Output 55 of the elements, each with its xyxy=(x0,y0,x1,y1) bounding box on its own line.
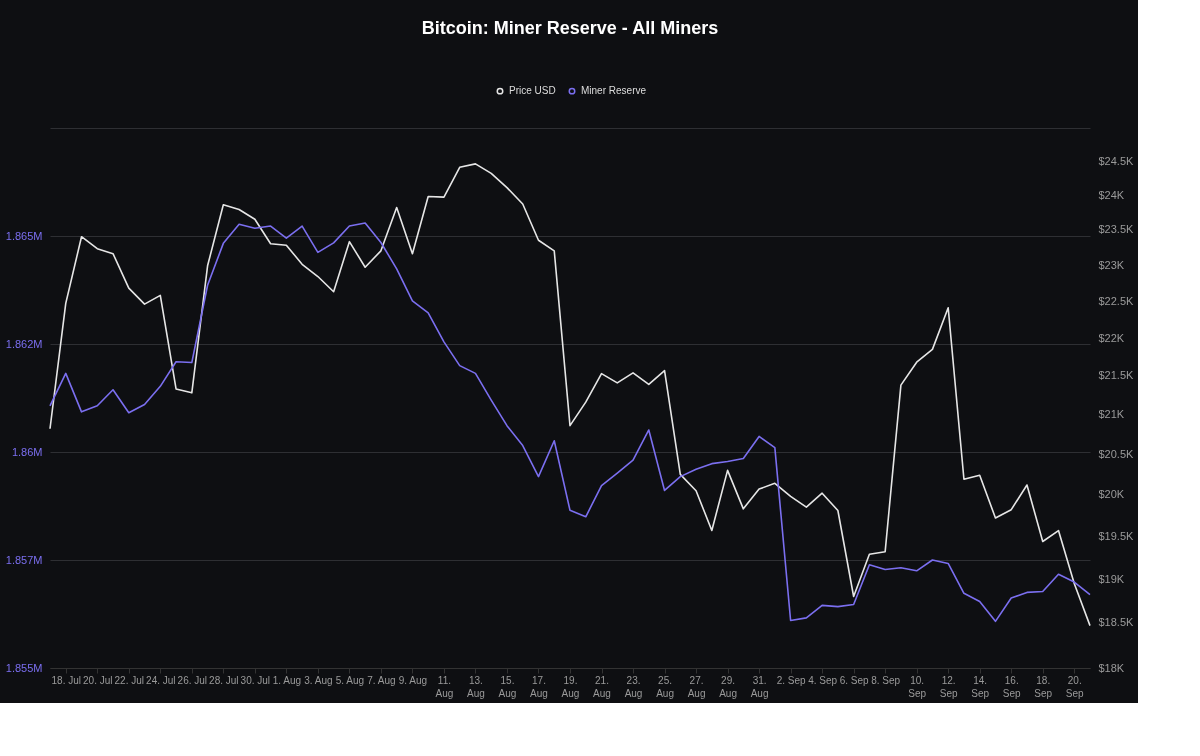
x-tick-label: 5. Aug xyxy=(335,674,365,686)
legend-label: Miner Reserve xyxy=(581,85,647,97)
y-tick-label: 1.855M xyxy=(5,661,43,674)
x-tick-label: 4. Sep xyxy=(808,674,838,686)
x-tick-label: 25. Aug xyxy=(656,674,674,699)
x-tick-label: 22. Jul xyxy=(114,674,145,686)
y2-tick-label: $21.5K xyxy=(1098,369,1135,382)
y2-tick-label: $22.5K xyxy=(1098,294,1135,307)
legend-label: Price USD xyxy=(509,85,556,97)
x-tick-label: 19. Aug xyxy=(561,674,580,699)
x-tick-label: 27. Aug xyxy=(687,674,706,699)
x-tick-label: 18. Sep xyxy=(1034,674,1053,699)
y2-tick-label: $18K xyxy=(1098,661,1125,674)
x-tick-label: 3. Aug xyxy=(304,674,333,686)
x-tick-label: 18. Jul xyxy=(51,674,81,686)
y2-tick-label: $19.5K xyxy=(1098,529,1135,542)
x-tick-label: 13. Aug xyxy=(467,674,485,699)
x-tick-label: 2. Sep xyxy=(776,674,806,686)
y2-tick-label: $23.5K xyxy=(1098,223,1135,236)
y2-tick-label: $20K xyxy=(1098,488,1125,501)
y2-tick-label: $23K xyxy=(1098,258,1125,271)
x-tick-label: 20. Sep xyxy=(1065,674,1085,699)
x-tick-label: 28. Jul xyxy=(209,674,239,686)
x-tick-label: 29. Aug xyxy=(719,674,737,699)
x-tick-label: 23. Aug xyxy=(624,674,643,699)
y-tick-label: 1.865M xyxy=(5,229,43,242)
x-tick-label: 17. Aug xyxy=(530,674,548,699)
y2-tick-label: $19K xyxy=(1098,572,1125,585)
y-tick-label: 1.862M xyxy=(5,337,43,350)
x-tick-label: 12. Sep xyxy=(939,674,959,699)
x-tick-label: 9. Aug xyxy=(398,674,428,686)
y-tick-label: 1.857M xyxy=(5,553,43,566)
x-tick-label: 7. Aug xyxy=(367,674,396,686)
y2-tick-label: $20.5K xyxy=(1098,447,1135,460)
x-tick-label: 26. Jul xyxy=(177,674,208,686)
x-tick-label: 10. Sep xyxy=(908,674,927,699)
x-tick-label: 15. Aug xyxy=(498,674,517,699)
y2-tick-label: $24K xyxy=(1098,188,1125,201)
x-tick-label: 14. Sep xyxy=(971,674,990,699)
x-tick-label: 6. Sep xyxy=(839,674,870,686)
x-tick-label: 21. Aug xyxy=(593,674,611,699)
y2-tick-label: $21K xyxy=(1098,408,1125,421)
x-tick-label: 24. Jul xyxy=(146,674,176,686)
y2-tick-label: $18.5K xyxy=(1098,616,1135,629)
x-tick-label: 20. Jul xyxy=(83,674,113,686)
y2-tick-label: $24.5K xyxy=(1098,154,1135,167)
x-tick-label: 8. Sep xyxy=(871,674,901,686)
x-tick-label: 1. Aug xyxy=(272,674,302,686)
y-tick-label: 1.86M xyxy=(11,445,43,458)
x-tick-label: 16. Sep xyxy=(1002,674,1022,699)
x-tick-label: 11. Aug xyxy=(435,674,454,699)
x-tick-label: 31. Aug xyxy=(750,674,769,699)
chart-title: Bitcoin: Miner Reserve - All Miners xyxy=(421,18,719,38)
x-tick-label: 30. Jul xyxy=(240,674,271,686)
y2-tick-label: $22K xyxy=(1098,331,1125,344)
